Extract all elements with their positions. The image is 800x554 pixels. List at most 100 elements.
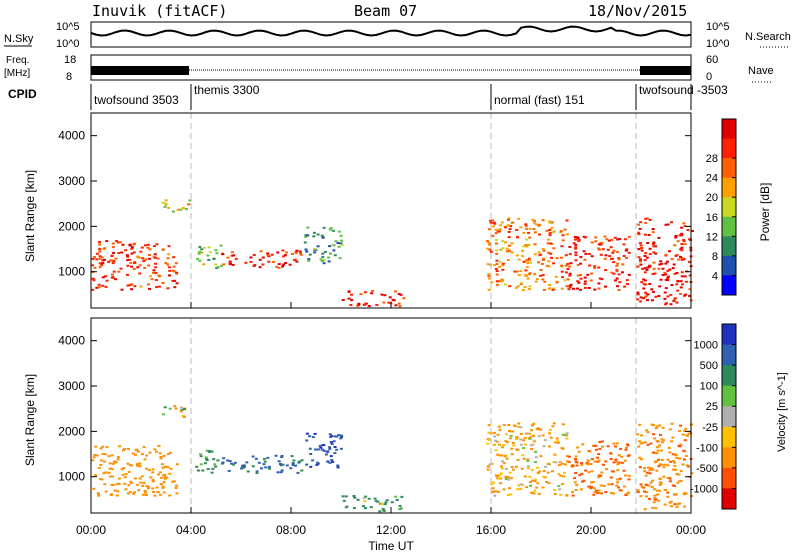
echo-cell bbox=[321, 252, 325, 255]
echo-cell bbox=[513, 425, 517, 427]
echo-cell bbox=[542, 445, 546, 448]
echo-cell bbox=[304, 235, 308, 238]
echo-cell bbox=[171, 210, 175, 213]
echo-cell bbox=[643, 259, 647, 262]
echo-cell bbox=[339, 437, 343, 440]
echo-cell bbox=[152, 269, 156, 272]
echo-cell bbox=[305, 432, 309, 435]
echo-cell bbox=[680, 246, 684, 249]
echo-cell bbox=[164, 203, 168, 206]
echo-cell bbox=[534, 280, 538, 283]
colorbar-tick-label: -500 bbox=[696, 463, 718, 475]
echo-cell bbox=[544, 465, 547, 468]
echo-cell bbox=[577, 281, 581, 284]
echo-cell bbox=[683, 224, 687, 227]
echo-cell bbox=[327, 256, 331, 259]
echo-cell bbox=[651, 451, 655, 454]
echo-cell bbox=[539, 269, 543, 271]
echo-cell bbox=[666, 275, 670, 278]
echo-cell bbox=[255, 470, 259, 473]
echo-cell bbox=[486, 442, 490, 445]
echo-cell bbox=[533, 480, 537, 482]
echo-cell bbox=[329, 227, 333, 230]
echo-cell bbox=[145, 494, 148, 496]
echo-cell bbox=[616, 469, 620, 472]
echo-cell bbox=[295, 249, 299, 252]
colorbar-tick-label: -100 bbox=[696, 442, 718, 454]
echo-cell bbox=[105, 446, 109, 449]
echo-cell bbox=[508, 471, 512, 474]
echo-cell bbox=[663, 271, 667, 274]
echo-cell bbox=[637, 445, 641, 448]
echo-cell bbox=[585, 462, 589, 464]
echo-cell bbox=[497, 230, 501, 233]
echo-cell bbox=[641, 441, 645, 444]
echo-cell bbox=[656, 493, 660, 496]
echo-cell bbox=[643, 233, 647, 236]
echo-cell bbox=[615, 268, 619, 271]
echo-cell bbox=[216, 266, 220, 269]
echo-cell bbox=[181, 207, 185, 210]
echo-cell bbox=[487, 424, 491, 427]
echo-cell bbox=[642, 278, 646, 281]
echo-cell bbox=[643, 271, 647, 274]
echo-cell bbox=[320, 234, 324, 237]
echo-cell bbox=[547, 445, 551, 448]
echo-cell bbox=[652, 488, 656, 491]
echo-cell bbox=[398, 305, 402, 308]
echo-cell bbox=[611, 470, 614, 473]
echo-cell bbox=[91, 277, 95, 280]
echo-cell bbox=[616, 478, 620, 481]
echo-cell bbox=[568, 245, 572, 248]
echo-cell bbox=[283, 254, 287, 257]
echo-cell bbox=[504, 478, 508, 481]
echo-cell bbox=[563, 471, 566, 474]
echo-cell bbox=[525, 238, 529, 241]
echo-cell bbox=[526, 467, 530, 470]
echo-cell bbox=[210, 471, 214, 474]
echo-cell bbox=[542, 249, 546, 252]
echo-cell bbox=[145, 467, 149, 470]
echo-cell bbox=[616, 463, 620, 466]
echo-cell bbox=[639, 483, 643, 486]
echo-cell bbox=[553, 453, 557, 456]
echo-cell bbox=[328, 245, 332, 248]
echo-cell bbox=[625, 248, 629, 251]
echo-cell bbox=[167, 245, 171, 248]
echo-cell bbox=[394, 290, 398, 293]
echo-cell bbox=[488, 228, 491, 231]
echo-cell bbox=[228, 260, 232, 263]
echo-cell bbox=[363, 500, 367, 503]
echo-cell bbox=[139, 481, 143, 484]
echo-cell bbox=[594, 240, 598, 243]
echo-cell bbox=[659, 278, 663, 281]
echo-cell bbox=[547, 238, 550, 241]
echo-cell bbox=[98, 241, 101, 243]
echo-cell bbox=[93, 266, 97, 269]
echo-cell bbox=[673, 503, 677, 506]
echo-cell bbox=[290, 253, 294, 255]
echo-cell bbox=[527, 259, 531, 262]
echo-cell bbox=[500, 280, 503, 283]
echo-cell bbox=[151, 271, 155, 274]
echo-cell bbox=[280, 469, 284, 472]
echo-cell bbox=[166, 453, 170, 456]
y-tick-label: 1000 bbox=[58, 265, 85, 279]
echo-cell bbox=[503, 455, 507, 458]
y-tick-label: 2000 bbox=[58, 219, 85, 233]
echo-cell bbox=[663, 273, 667, 276]
echo-cell bbox=[294, 252, 298, 255]
echo-cell bbox=[357, 302, 361, 305]
echo-cell bbox=[121, 473, 125, 476]
echo-cell bbox=[643, 279, 647, 282]
echo-cell bbox=[525, 486, 529, 489]
echo-cell bbox=[541, 219, 545, 222]
echo-cell bbox=[622, 469, 626, 472]
echo-cell bbox=[519, 283, 523, 286]
echo-cell bbox=[488, 243, 492, 246]
echo-cell bbox=[112, 252, 116, 254]
echo-cell bbox=[133, 260, 137, 263]
echo-cell bbox=[161, 201, 165, 204]
echo-cell bbox=[658, 463, 662, 466]
echo-cell bbox=[576, 263, 580, 266]
